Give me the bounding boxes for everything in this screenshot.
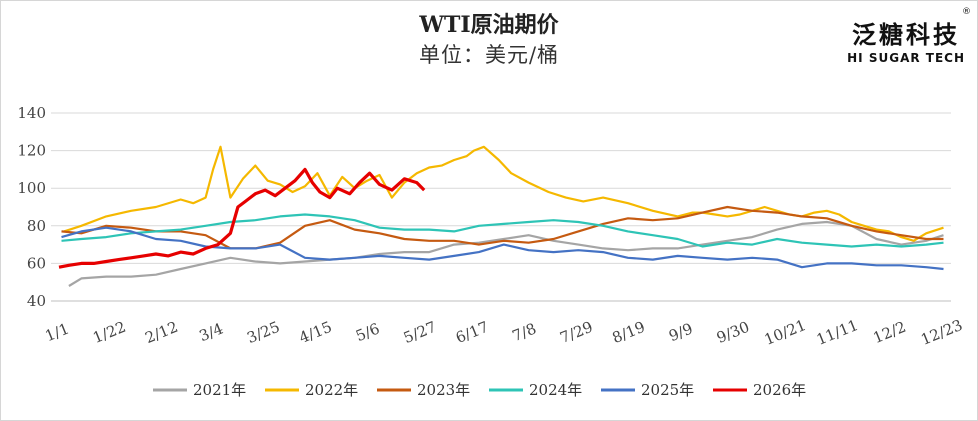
legend-label: 2026年: [753, 381, 806, 399]
x-axis: 1/1 1/22 2/12 3/4 3/25 4/15 5/6 5/27 6/17 7/8 7/29…: [43, 300, 965, 349]
registered-mark: ®: [962, 7, 971, 17]
legend-label: 2024年: [529, 381, 582, 399]
y-tick-label: 140: [17, 104, 46, 122]
legend-label: 2021年: [193, 381, 246, 399]
x-tick-label: 3/25: [244, 318, 282, 347]
y-tick-label: 100: [17, 179, 46, 197]
x-tick-label: 5/6: [353, 319, 382, 345]
chart-title: WTI原油期价: [419, 12, 559, 38]
x-tick-label: 10/21: [762, 316, 809, 349]
series-layer: [58, 145, 944, 287]
series-line-3: [61, 205, 944, 250]
legend-label: 2025年: [641, 381, 694, 399]
legend: 2021年 2022年 2023年 2024年 2025年 2026年: [153, 381, 806, 399]
series-line-4: [61, 213, 944, 248]
chart-subtitle: 单位：美元/桶: [418, 43, 560, 67]
x-tick-label: 5/27: [401, 318, 439, 347]
y-axis: 40 60 80 100 120 140: [17, 104, 46, 310]
x-tick-label: 1/1: [43, 319, 72, 345]
x-tick-label: 4/15: [297, 318, 335, 347]
y-tick-label: 120: [17, 142, 46, 160]
legend-label: 2023年: [417, 381, 470, 399]
x-tick-label: 6/17: [453, 318, 491, 347]
x-tick-label: 12/23: [918, 316, 965, 349]
x-tick-label: 3/4: [197, 319, 226, 345]
y-tick-label: 80: [27, 217, 46, 235]
series-line-1: [68, 220, 944, 287]
x-tick-label: 7/29: [557, 318, 595, 347]
x-tick-label: 7/8: [510, 319, 539, 345]
series-line-6: [58, 167, 426, 269]
series-line-2: [63, 145, 944, 242]
brand-logo: 泛糖科技 HI SUGAR TECH ®: [847, 7, 971, 65]
x-tick-label: 12/2: [871, 318, 909, 347]
y-tick-label: 40: [27, 292, 46, 310]
x-tick-label: 8/19: [610, 318, 648, 347]
x-tick-label: 11/11: [814, 316, 861, 349]
legend-label: 2022年: [305, 381, 358, 399]
brand-logo-cn: 泛糖科技: [852, 21, 961, 49]
x-tick-label: 2/12: [142, 318, 180, 347]
y-tick-label: 60: [27, 254, 46, 272]
x-tick-label: 9/30: [714, 318, 752, 347]
x-tick-label: 1/22: [90, 318, 128, 347]
series-line-5: [61, 226, 944, 271]
x-tick-label: 9/9: [666, 319, 695, 345]
brand-logo-en: HI SUGAR TECH: [847, 51, 965, 65]
grid-layer: [51, 112, 951, 302]
